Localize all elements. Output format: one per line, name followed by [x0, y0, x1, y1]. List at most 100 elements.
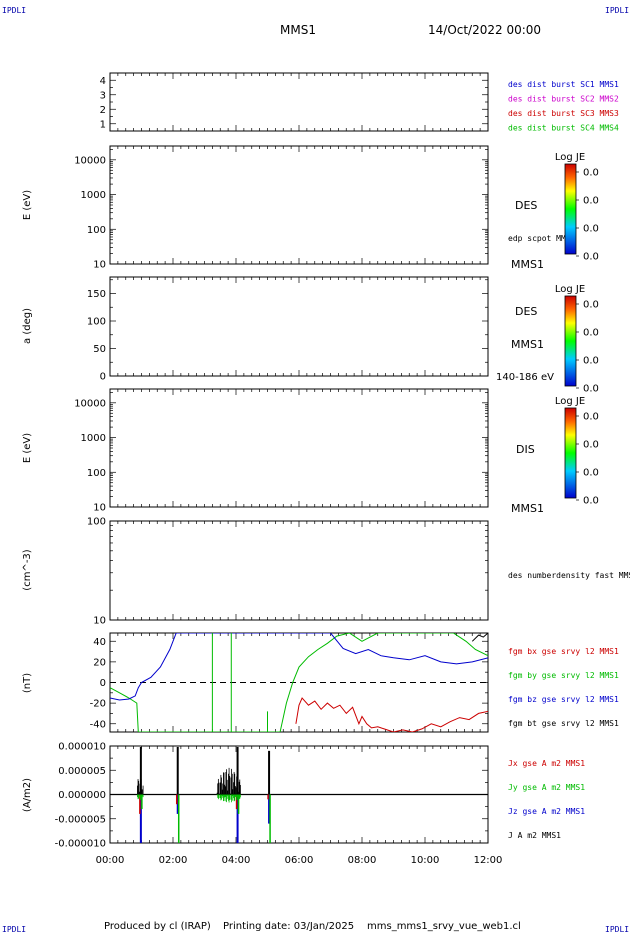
y-tick-label-3: 10 [93, 503, 106, 514]
colorbar-title-2: Log JE [555, 284, 585, 295]
corner-label-top-left: IPDLI [2, 6, 26, 15]
y-axis-label-6: (A/m2) [22, 778, 33, 812]
series-line-by [110, 633, 488, 732]
corner-label-bottom-left: IPDLI [2, 925, 26, 934]
legend-fgm-bt: fgm bt gse srvy l2 MMS1 [508, 719, 619, 728]
y-tick-label-6: 0.000005 [58, 766, 106, 777]
footer-printing-date: Printing date: 03/Jan/2025 [223, 921, 354, 932]
y-tick-label-3: 10000 [74, 398, 106, 409]
panel-species-label-des-pa: DES [515, 305, 537, 318]
colorbar-title-1: Log JE [555, 152, 585, 163]
panel-frame-0 [109, 72, 489, 132]
panel-spacecraft-label-dis: MMS1 [511, 502, 544, 515]
x-tick-label-0600: 06:00 [285, 855, 314, 866]
y-tick-label-6: -0.000010 [55, 839, 106, 850]
y-tick-label-5: 20 [93, 657, 106, 668]
legend-burst-sc1: des dist burst SC1 MMS1 [508, 80, 619, 89]
legend-burst-sc2: des dist burst SC2 MMS2 [508, 95, 619, 104]
colorbar-tick-label-2: 0.0 [583, 356, 599, 367]
x-tick-label-0200: 02:00 [159, 855, 188, 866]
x-tick-label-0000: 00:00 [96, 855, 125, 866]
series-line-bx [295, 697, 488, 732]
legend-fgm-bx: fgm bx gse srvy l2 MMS1 [508, 647, 619, 656]
colorbar-tick-label-3: 0.0 [583, 496, 599, 507]
legend-j-x: Jx gse A m2 MMS1 [508, 759, 585, 768]
legend-des-density: des numberdensity fast MMS1 [508, 571, 630, 580]
y-axis-label-5: (nT) [22, 673, 33, 693]
y-tick-label-3: 100 [87, 468, 106, 479]
legend-fgm-bz: fgm bz gse srvy l2 MMS1 [508, 695, 619, 704]
x-tick-label-1200: 12:00 [474, 855, 503, 866]
y-tick-label-2: 50 [93, 344, 106, 355]
legend-edp-scpot: edp scpot MMS1 [508, 234, 576, 243]
y-tick-label-2: 0 [100, 372, 106, 383]
y-tick-label-3: 1000 [81, 433, 106, 444]
colorbar-tick-label-3: 0.0 [583, 440, 599, 451]
y-axis-label-1: E (eV) [22, 190, 33, 220]
footer-produced-by: Produced by cl (IRAP) [104, 921, 211, 932]
y-tick-label-0: 2 [100, 105, 106, 116]
colorbar-tick-label-1: 0.0 [583, 252, 599, 263]
y-tick-label-6: -0.000005 [55, 814, 106, 825]
y-tick-label-5: -20 [90, 699, 106, 710]
y-tick-label-0: 3 [100, 90, 106, 101]
y-tick-label-1: 1000 [81, 190, 106, 201]
legend-burst-sc3: des dist burst SC3 MMS3 [508, 109, 619, 118]
y-tick-label-5: 40 [93, 637, 106, 648]
colorbar-2 [564, 295, 577, 387]
series-line-bt [471, 633, 488, 642]
colorbar-tick-label-2: 0.0 [583, 384, 599, 395]
y-axis-label-2: a (deg) [22, 308, 33, 344]
x-tick-label-1000: 10:00 [411, 855, 440, 866]
panel-frame-4 [109, 520, 489, 621]
colorbar-tick-label-2: 0.0 [583, 300, 599, 311]
y-tick-label-1: 10 [93, 260, 106, 271]
y-tick-label-6: 0.000010 [58, 742, 106, 753]
y-tick-label-6: 0.000000 [58, 790, 106, 801]
y-tick-label-1: 100 [87, 225, 106, 236]
legend-j-z: Jz gse A m2 MMS1 [508, 807, 585, 816]
colorbar-3 [564, 407, 577, 499]
y-axis-label-3: E (eV) [22, 433, 33, 463]
x-tick-label-0800: 08:00 [348, 855, 377, 866]
panel-frame-2 [109, 276, 489, 377]
y-axis-label-4: (cm^-3) [22, 549, 33, 590]
legend-j-tot: J A m2 MMS1 [508, 831, 561, 840]
panel-frame-1 [109, 145, 489, 265]
spacecraft-title: MMS1 [280, 23, 316, 37]
date-title: 14/Oct/2022 00:00 [428, 23, 541, 37]
y-tick-label-4: 10 [93, 616, 106, 627]
corner-label-bottom-right: IPDLI [605, 925, 629, 934]
legend-fgm-by: fgm by gse srvy l2 MMS1 [508, 671, 619, 680]
colorbar-1 [564, 163, 577, 255]
y-tick-label-4: 100 [87, 517, 106, 528]
colorbar-tick-label-1: 0.0 [583, 196, 599, 207]
colorbar-tick-label-3: 0.0 [583, 412, 599, 423]
panel-spacecraft-label-pa: MMS1 [511, 338, 544, 351]
b-series-group [110, 633, 488, 732]
y-tick-label-0: 4 [100, 76, 106, 87]
colorbar-tick-label-1: 0.0 [583, 224, 599, 235]
panel-species-label-dis: DIS [516, 443, 535, 456]
legend-j-y: Jy gse A m2 MMS1 [508, 783, 585, 792]
panel-energy-range-label: 140-186 eV [496, 372, 554, 383]
corner-label-top-right: IPDLI [605, 6, 629, 15]
y-tick-label-2: 100 [87, 317, 106, 328]
colorbar-tick-label-3: 0.0 [583, 468, 599, 479]
colorbar-tick-label-1: 0.0 [583, 168, 599, 179]
series-line-bz [110, 633, 488, 701]
footer-file-name: mms_mms1_srvy_vue_web1.cl [367, 921, 521, 932]
panel-spacecraft-label: MMS1 [511, 258, 544, 271]
y-tick-label-2: 150 [87, 289, 106, 300]
y-tick-label-5: 0 [100, 678, 106, 689]
y-tick-label-5: -40 [90, 719, 106, 730]
y-tick-label-0: 1 [100, 119, 106, 130]
y-tick-label-1: 10000 [74, 155, 106, 166]
panel-species-label-des: DES [515, 199, 537, 212]
x-tick-label-0400: 04:00 [222, 855, 251, 866]
legend-burst-sc4: des dist burst SC4 MMS4 [508, 124, 619, 133]
colorbar-tick-label-2: 0.0 [583, 328, 599, 339]
panel-frame-3 [109, 388, 489, 508]
colorbar-title-3: Log JE [555, 396, 585, 407]
